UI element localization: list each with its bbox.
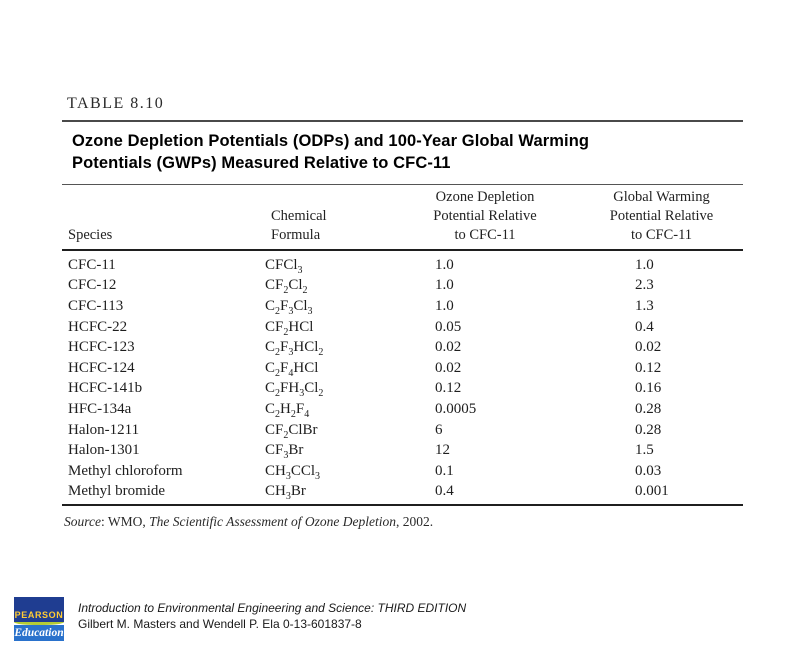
cell-odp-value: 1.0 bbox=[435, 277, 454, 294]
cell-gwp-value: 0.16 bbox=[635, 380, 662, 397]
table-title-line1: Ozone Depletion Potentials (ODPs) and 10… bbox=[72, 132, 590, 150]
table-row: Methyl bromide CH3Br 0.4 0.001 bbox=[62, 482, 743, 503]
rule-under-header bbox=[62, 249, 743, 251]
table-row: Halon-1211 CF2ClBr 6 0.28 bbox=[62, 420, 743, 441]
rule-above-header bbox=[62, 184, 743, 185]
table-header-row: Species Chemical Formula Ozone Depletion… bbox=[62, 185, 743, 249]
table-body: CFC-11 CFCl3 1.0 1.0 CFC-12 CF2Cl2 1.0 2… bbox=[62, 251, 743, 504]
table-row: HCFC-123 C2F3HCl2 0.02 0.02 bbox=[62, 337, 743, 358]
table-title: Ozone Depletion Potentials (ODPs) and 10… bbox=[72, 130, 743, 174]
pearson-logo-division: Education bbox=[14, 625, 64, 641]
cell-odp-value: 0.02 bbox=[435, 339, 462, 356]
table-row: Halon-1301 CF3Br 12 1.5 bbox=[62, 440, 743, 461]
cell-gwp-value: 1.5 bbox=[635, 442, 654, 459]
table-row: HCFC-141b C2FH3Cl2 0.12 0.16 bbox=[62, 379, 743, 400]
table-row: CFC-11 CFCl3 1.0 1.0 bbox=[62, 255, 743, 276]
cell-gwp-value: 0.03 bbox=[635, 462, 662, 479]
cell-species: Methyl bromide bbox=[68, 483, 166, 500]
cell-odp-value: 6 bbox=[435, 421, 443, 438]
cell-species: HCFC-22 bbox=[68, 318, 128, 335]
cell-gwp-value: 1.3 bbox=[635, 297, 654, 314]
column-header-gwp: Global Warming Potential Relative to CFC… bbox=[609, 189, 714, 243]
cell-odp-value: 0.4 bbox=[435, 483, 454, 500]
cell-odp-value: 0.12 bbox=[435, 380, 462, 397]
cell-species: Methyl chloroform bbox=[68, 462, 183, 479]
cell-species: CFC-113 bbox=[68, 297, 124, 314]
cell-gwp-value: 2.3 bbox=[635, 277, 654, 294]
cell-odp-value: 0.1 bbox=[435, 462, 454, 479]
table-figure: TABLE 8.10 Ozone Depletion Potentials (O… bbox=[62, 88, 743, 530]
table-row: HCFC-22 CF2HCl 0.05 0.4 bbox=[62, 317, 743, 338]
book-attribution: Introduction to Environmental Engineerin… bbox=[78, 600, 466, 632]
book-authors-isbn: Gilbert M. Masters and Wendell P. Ela 0-… bbox=[78, 617, 362, 631]
table-row: CFC-12 CF2Cl2 1.0 2.3 bbox=[62, 276, 743, 297]
column-header-chemical-formula: Chemical Formula bbox=[271, 208, 327, 243]
pearson-logo-wave-divider bbox=[14, 622, 64, 625]
column-header-species: Species bbox=[68, 227, 113, 243]
cell-gwp-value: 0.28 bbox=[635, 400, 662, 417]
cell-gwp-value: 0.4 bbox=[635, 318, 654, 335]
cell-species: CFC-12 bbox=[68, 277, 117, 294]
cell-chemical-formula: CF2HCl bbox=[265, 318, 314, 338]
cell-chemical-formula: CFCl3 bbox=[265, 256, 303, 276]
column-header-odp: Ozone Depletion Potential Relative to CF… bbox=[433, 189, 537, 243]
source-citation-title: The Scientific Assessment of Ozone Deple… bbox=[149, 514, 396, 530]
cell-gwp-value: 0.12 bbox=[635, 359, 662, 376]
cell-chemical-formula: C2H2F4 bbox=[265, 400, 310, 420]
cell-odp-value: 1.0 bbox=[435, 256, 454, 273]
cell-odp-value: 0.05 bbox=[435, 318, 462, 335]
cell-odp-value: 1.0 bbox=[435, 297, 454, 314]
cell-gwp-value: 0.28 bbox=[635, 421, 662, 438]
cell-odp-value: 0.0005 bbox=[435, 400, 477, 417]
table-row: CFC-113 C2F3Cl3 1.0 1.3 bbox=[62, 296, 743, 317]
cell-odp-value: 12 bbox=[435, 442, 450, 459]
table-row: Methyl chloroform CH3CCl3 0.1 0.03 bbox=[62, 461, 743, 482]
source-line: Source: WMO, The Scientific Assessment o… bbox=[64, 514, 434, 530]
table-number-label: TABLE 8.10 bbox=[67, 95, 165, 112]
cell-gwp-value: 1.0 bbox=[635, 256, 654, 273]
rule-table-bottom bbox=[62, 504, 743, 507]
cell-species: HFC-134a bbox=[68, 400, 132, 417]
cell-species: HCFC-141b bbox=[68, 380, 143, 397]
cell-chemical-formula: CF2Cl2 bbox=[265, 277, 308, 297]
cell-gwp-value: 0.001 bbox=[635, 483, 669, 500]
cell-species: Halon-1301 bbox=[68, 442, 140, 459]
cell-species: HCFC-123 bbox=[68, 339, 135, 356]
cell-species: CFC-11 bbox=[68, 256, 116, 273]
cell-chemical-formula: C2F4HCl bbox=[265, 359, 319, 379]
book-title-edition: Introduction to Environmental Engineerin… bbox=[78, 601, 467, 615]
table-row: HFC-134a C2H2F4 0.0005 0.28 bbox=[62, 399, 743, 420]
cell-species: HCFC-124 bbox=[68, 359, 135, 376]
cell-species: Halon-1211 bbox=[68, 421, 140, 438]
cell-chemical-formula: C2FH3Cl2 bbox=[265, 380, 324, 400]
pearson-logo-brand: PEARSON bbox=[14, 597, 64, 622]
cell-gwp-value: 0.02 bbox=[635, 339, 662, 356]
source-label: Source bbox=[64, 514, 101, 530]
cell-chemical-formula: CF3Br bbox=[265, 442, 304, 462]
rule-under-table-number bbox=[62, 120, 743, 122]
table-title-line2: Potentials (GWPs) Measured Relative to C… bbox=[72, 154, 451, 172]
cell-odp-value: 0.02 bbox=[435, 359, 462, 376]
cell-chemical-formula: CF2ClBr bbox=[265, 421, 318, 441]
cell-chemical-formula: C2F3Cl3 bbox=[265, 297, 313, 317]
cell-chemical-formula: CH3Br bbox=[265, 483, 306, 503]
cell-chemical-formula: C2F3HCl2 bbox=[265, 339, 324, 359]
pearson-education-logo: PEARSON Education bbox=[14, 597, 64, 641]
cell-chemical-formula: CH3CCl3 bbox=[265, 462, 321, 482]
table-row: HCFC-124 C2F4HCl 0.02 0.12 bbox=[62, 358, 743, 379]
